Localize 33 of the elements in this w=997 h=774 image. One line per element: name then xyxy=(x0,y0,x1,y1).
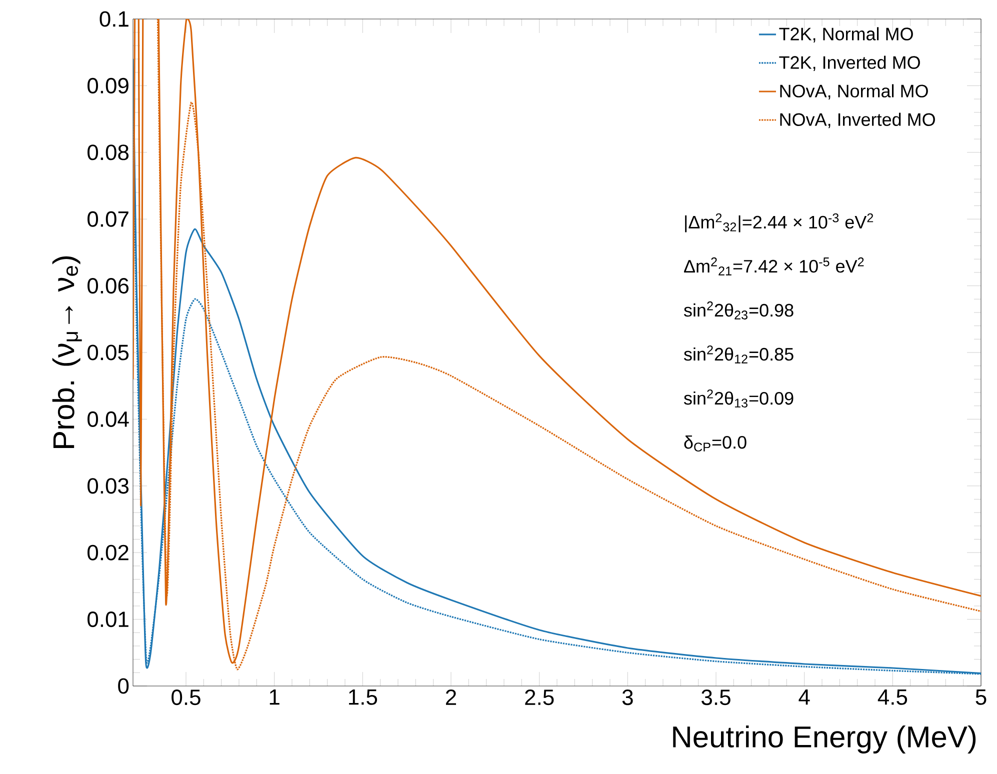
legend-label: T2K, Inverted MO xyxy=(779,56,920,72)
legend-label: NOvA, Normal MO xyxy=(780,84,928,100)
y-tick-label: 0.01 xyxy=(88,612,128,628)
y-tick-label: 0.02 xyxy=(88,544,128,560)
x-tick-label: 4 xyxy=(798,690,810,705)
x-tick-label: 3 xyxy=(622,690,633,706)
annotation: sin$^{2}$2θ$_{12}$=0.85 xyxy=(684,345,794,364)
y-tick-label: 0.06 xyxy=(88,278,129,294)
y-tick-label: 0.08 xyxy=(88,144,129,160)
y-tick-label: 0.05 xyxy=(88,344,129,360)
x-tick-label: 2.5 xyxy=(525,690,554,706)
legend-label: T2K, Normal MO xyxy=(779,27,913,43)
x-tick-label: 3.5 xyxy=(702,690,730,706)
y-tick-label: 0.04 xyxy=(88,411,129,427)
y-tick-label: 0.07 xyxy=(88,211,128,227)
x-tick-label: 5 xyxy=(976,690,986,705)
legend-label: NOvA, Inverted MO xyxy=(780,112,935,128)
x-tick-label: 0.5 xyxy=(172,690,200,706)
x-tick-label: 1.5 xyxy=(349,690,378,705)
y-axis-title: Prob. (ν$_{μ}$→ ν$_{e}$) xyxy=(52,256,82,448)
y-tick-label: 0.03 xyxy=(88,478,129,494)
y-tick-label: 0.1 xyxy=(100,11,128,27)
annotation: sin$^{2}$2θ$_{13}$=0.09 xyxy=(684,389,794,408)
annotation: sin$^{2}$2θ$_{23}$=0.98 xyxy=(684,301,794,320)
annotation: Δm$^{2}$$_{21}$=7.42 × 10$^{-5}$ eV$^{2}$ xyxy=(684,257,864,276)
x-tick-label: 2 xyxy=(446,690,456,705)
x-tick-label: 4.5 xyxy=(878,690,908,705)
x-tick-label: 1 xyxy=(270,690,280,705)
y-tick-label: 0.09 xyxy=(88,78,128,94)
annotation: δ$_{CP}$=0.0 xyxy=(684,435,746,452)
y-tick-label: 0 xyxy=(118,678,129,694)
annotation: |Δm$^{2}$$_{32}$|=2.44 × 10$^{-3}$ eV$^{2}$ xyxy=(685,213,874,232)
x-axis-title: Neutrino Energy (MeV) xyxy=(673,726,976,754)
